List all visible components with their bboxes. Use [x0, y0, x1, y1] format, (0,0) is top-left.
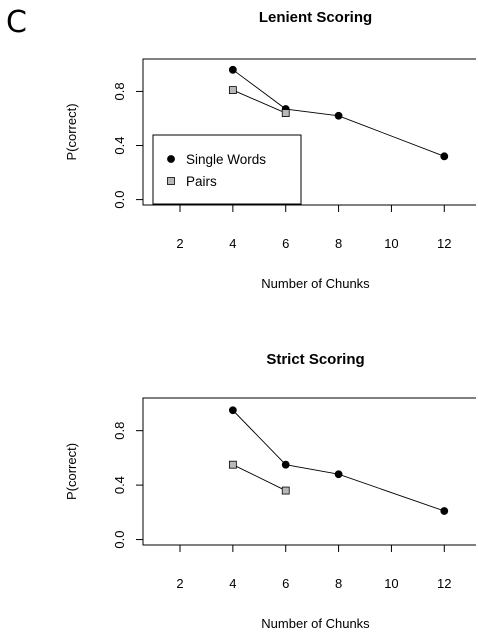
- legend-marker-square: [167, 177, 175, 185]
- single-words-point: [334, 470, 343, 479]
- x-tick-label: 10: [384, 236, 398, 251]
- x-tick-label: 4: [229, 576, 236, 591]
- plot-frame: [142, 397, 476, 546]
- single-words-point: [440, 152, 449, 161]
- single-words-point: [281, 460, 290, 469]
- chart-1: Lenient Scoring 2 4 6 8 10 12 Number of Chunks 0…: [64, 9, 476, 291]
- legend-marker-circle: [167, 155, 175, 163]
- x-tick-label: 10: [384, 576, 398, 591]
- pairs-line: [232, 464, 286, 491]
- single-words-point: [440, 507, 449, 515]
- y-tick-label: 0.4: [112, 136, 127, 154]
- x-tick-label: 6: [282, 576, 289, 591]
- x-tick-label: 8: [335, 576, 342, 591]
- legend-box: [152, 134, 302, 205]
- single-words-line: [232, 69, 445, 157]
- x-tick-label: 2: [176, 236, 183, 251]
- single-words-point: [334, 111, 343, 120]
- plot-frame: [142, 58, 476, 206]
- legend-entry-label: Single Words: [186, 152, 266, 167]
- x-tick-label: 4: [229, 236, 236, 251]
- y-axis-label: P(correct): [64, 103, 79, 160]
- pairs-point: [228, 460, 237, 469]
- y-tick-label: 0.8: [112, 82, 127, 100]
- x-tick-label: 12: [437, 576, 451, 591]
- pairs-point: [281, 486, 290, 495]
- chart-title: Lenient Scoring: [259, 9, 372, 26]
- x-tick-label: 8: [335, 236, 342, 251]
- x-axis-label: Number of Chunks: [261, 276, 370, 291]
- y-tick-label: 0.0: [112, 531, 127, 549]
- x-tick-label: 6: [282, 236, 289, 251]
- chart-2: Strict Scoring 2 4 6 8 10 12 Number of Chunks 0.…: [64, 351, 476, 631]
- y-tick-label: 0.8: [112, 422, 127, 440]
- legend: Single Words Pairs: [152, 134, 302, 205]
- pairs-point: [281, 109, 290, 117]
- y-tick-label: 0.0: [112, 191, 127, 209]
- y-tick-label: 0.4: [112, 476, 127, 494]
- single-words-point: [228, 65, 237, 74]
- pairs-line: [232, 89, 286, 114]
- x-tick-label: 2: [176, 576, 183, 591]
- pairs-point: [228, 86, 237, 94]
- single-words-line: [232, 409, 445, 512]
- chart-title: Strict Scoring: [266, 351, 364, 368]
- panel-letter: C: [6, 5, 27, 40]
- x-axis-label: Number of Chunks: [261, 616, 370, 631]
- single-words-point: [228, 406, 237, 415]
- legend-entry-label: Pairs: [186, 174, 217, 189]
- x-tick-label: 12: [437, 236, 451, 251]
- y-axis-label: P(correct): [64, 443, 79, 500]
